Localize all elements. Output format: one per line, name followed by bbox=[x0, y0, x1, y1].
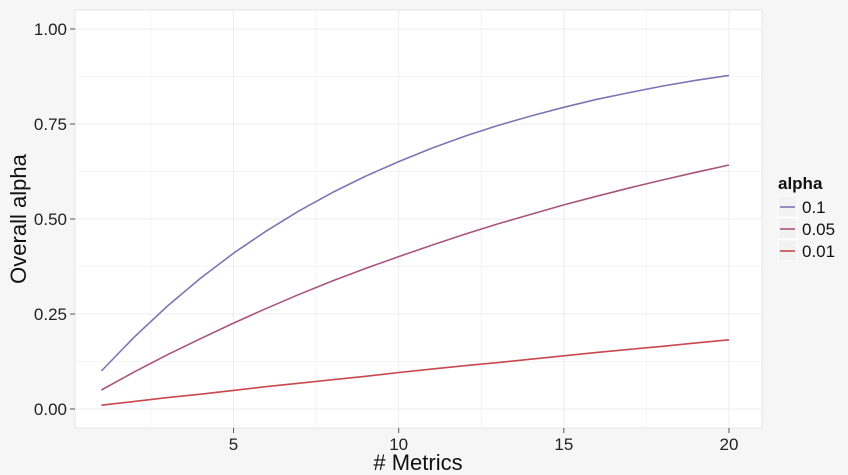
legend: alpha 0.1 0.05 0.01 bbox=[777, 174, 835, 262]
y-axis-ticks: 0.00 0.25 0.50 0.75 1.00 bbox=[34, 20, 75, 419]
series-line-0.05 bbox=[101, 164, 730, 391]
legend-label: 0.05 bbox=[802, 220, 835, 239]
series-line-0.01 bbox=[101, 339, 730, 406]
x-tick-label: 15 bbox=[554, 435, 573, 454]
x-axis-ticks: 5 10 15 20 bbox=[229, 428, 739, 454]
x-tick-label: 5 bbox=[229, 435, 238, 454]
grid-lines bbox=[75, 10, 762, 428]
x-tick-label: 20 bbox=[720, 435, 739, 454]
y-tick-label: 0.50 bbox=[34, 210, 67, 229]
legend-title: alpha bbox=[778, 174, 823, 193]
legend-label: 0.01 bbox=[802, 242, 835, 261]
series-lines bbox=[100, 74, 730, 406]
y-axis-title: Overall alpha bbox=[6, 153, 31, 283]
x-tick-label: 10 bbox=[389, 435, 408, 454]
y-tick-label: 0.25 bbox=[34, 305, 67, 324]
legend-label: 0.1 bbox=[802, 198, 826, 217]
series-line-0.1 bbox=[100, 74, 730, 372]
y-tick-label: 0.75 bbox=[34, 115, 67, 134]
y-tick-label: 0.00 bbox=[34, 400, 67, 419]
x-axis-title: # Metrics bbox=[373, 450, 462, 475]
y-tick-label: 1.00 bbox=[34, 20, 67, 39]
